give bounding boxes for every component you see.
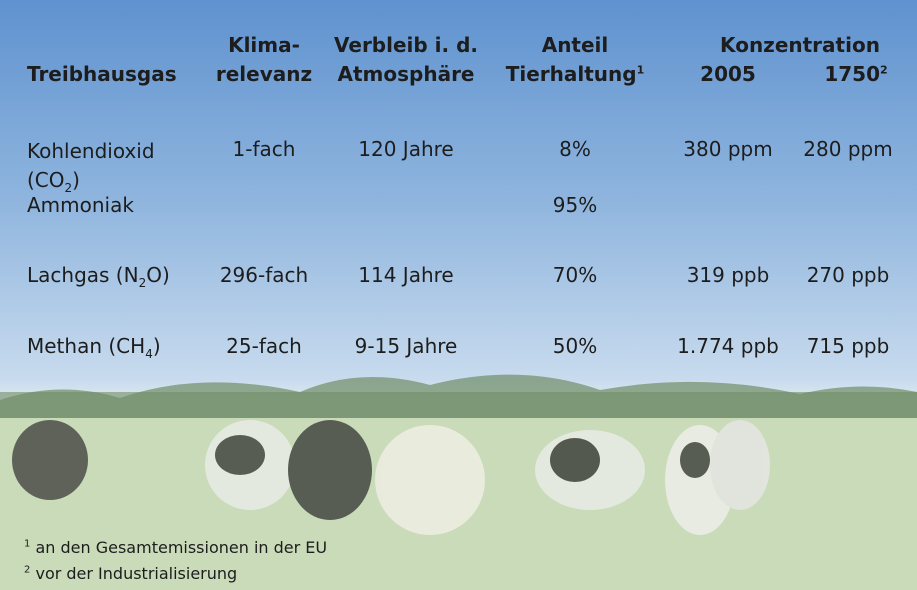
background-photo <box>0 0 917 590</box>
value-cell: 319 ppb <box>687 263 770 287</box>
value-cell: 380 ppm <box>683 137 772 161</box>
value-cell: 114 Jahre <box>358 263 453 287</box>
header-cell: relevanz <box>216 62 312 86</box>
footnote-text: vor der Industrialisierung <box>35 564 237 583</box>
footnote-mark: 2 <box>24 565 30 576</box>
value-cell: 296-fach <box>220 263 308 287</box>
gas-text: O) <box>146 263 170 287</box>
header-cell: 17502 <box>824 62 887 86</box>
slide: Klima- relevanz Verbleib i. d. Atmosphär… <box>0 0 917 590</box>
header-cell: Atmosphäre <box>337 62 474 86</box>
value-cell: 9-15 Jahre <box>355 334 458 358</box>
gas-cell: Ammoniak <box>27 193 134 217</box>
value-cell: 270 ppb <box>807 263 890 287</box>
header-cell: Klima- <box>228 33 300 57</box>
header-text: Tierhaltung <box>506 62 637 86</box>
gas-text: Methan (CH <box>27 334 145 358</box>
gas-text: Lachgas (N <box>27 263 139 287</box>
footnote-text: an den Gesamtemissionen in der EU <box>35 538 327 557</box>
gas-text: Ammoniak <box>27 193 134 217</box>
value-cell: 120 Jahre <box>358 137 453 161</box>
footnote-mark: 1 <box>24 539 30 550</box>
header-cell: Konzentration <box>720 33 880 57</box>
gas-text: ) <box>153 334 161 358</box>
gas-text: Kohlendioxid (CO <box>27 139 155 192</box>
header-cell: Verbleib i. d. <box>334 33 478 57</box>
header-cell: 2005 <box>700 62 756 86</box>
value-cell: 715 ppb <box>807 334 890 358</box>
footnote: 2 vor der Industrialisierung <box>24 564 237 583</box>
footnote: 1 an den Gesamtemissionen in der EU <box>24 538 327 557</box>
header-cell: Anteil <box>542 33 609 57</box>
value-cell: 1.774 ppb <box>677 334 779 358</box>
value-cell: 95% <box>553 193 597 217</box>
value-cell: 50% <box>553 334 597 358</box>
value-cell: 70% <box>553 263 597 287</box>
footnote-ref: 2 <box>880 63 888 76</box>
gas-text: ) <box>72 168 80 192</box>
value-cell: 25-fach <box>226 334 302 358</box>
gas-text: 4 <box>145 347 153 361</box>
gas-cell: Methan (CH4) <box>27 334 161 361</box>
header-cell: Tierhaltung1 <box>506 62 645 86</box>
gas-cell: Lachgas (N2O) <box>27 263 170 290</box>
header-cell: Treibhausgas <box>27 62 177 86</box>
value-cell: 280 ppm <box>803 137 892 161</box>
footnote-ref: 1 <box>637 63 645 76</box>
value-cell: 1-fach <box>233 137 296 161</box>
header-text: 1750 <box>824 62 880 86</box>
value-cell: 8% <box>559 137 591 161</box>
